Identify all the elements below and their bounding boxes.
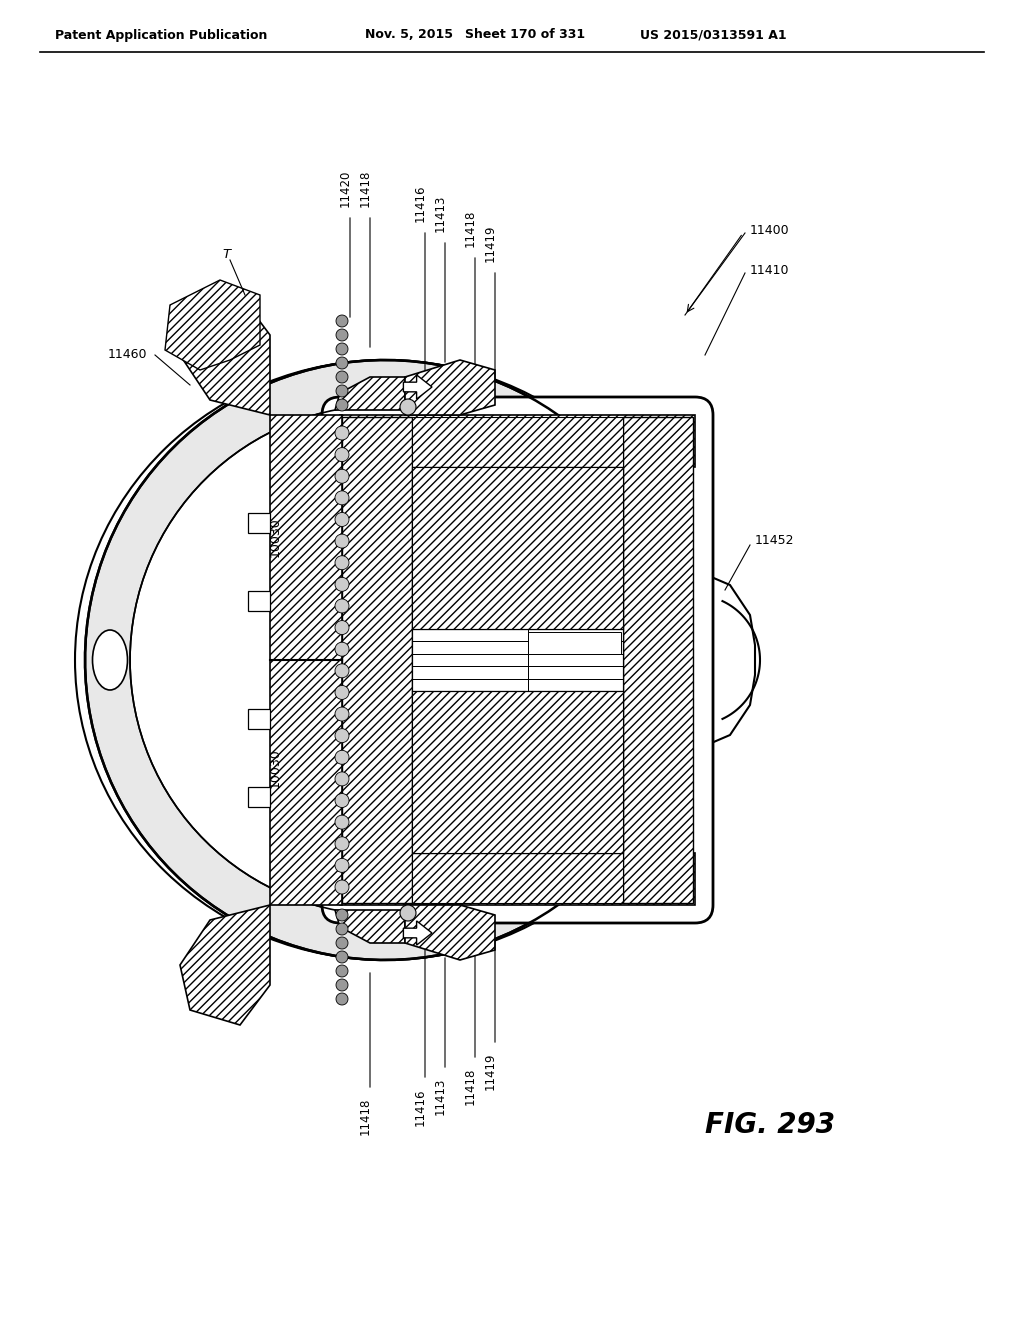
Bar — [270, 660, 342, 906]
Bar — [412, 467, 623, 853]
Circle shape — [335, 685, 349, 700]
Circle shape — [336, 909, 348, 921]
Circle shape — [335, 643, 349, 656]
Polygon shape — [180, 294, 270, 414]
Bar — [623, 417, 693, 903]
Text: 11418: 11418 — [464, 210, 476, 247]
FancyBboxPatch shape — [322, 397, 713, 923]
Text: 11413: 11413 — [433, 1078, 446, 1115]
Text: 11452: 11452 — [755, 533, 795, 546]
Bar — [270, 414, 342, 660]
Circle shape — [336, 371, 348, 383]
Text: Sheet 170 of 331: Sheet 170 of 331 — [465, 29, 585, 41]
Polygon shape — [248, 591, 270, 611]
Text: 11416: 11416 — [414, 1088, 427, 1126]
Polygon shape — [695, 570, 755, 750]
Polygon shape — [248, 512, 270, 533]
Circle shape — [335, 447, 349, 462]
Circle shape — [335, 880, 349, 894]
Text: Nov. 5, 2015: Nov. 5, 2015 — [365, 29, 453, 41]
Circle shape — [336, 937, 348, 949]
Circle shape — [336, 923, 348, 935]
Circle shape — [335, 620, 349, 635]
Circle shape — [336, 385, 348, 397]
Text: 11420: 11420 — [339, 170, 351, 207]
Polygon shape — [695, 579, 745, 741]
Bar — [412, 690, 623, 853]
Polygon shape — [85, 360, 614, 960]
Polygon shape — [335, 378, 406, 411]
Text: 11416: 11416 — [414, 185, 427, 222]
Polygon shape — [248, 787, 270, 808]
Circle shape — [336, 965, 348, 977]
Circle shape — [335, 837, 349, 851]
Text: T: T — [222, 248, 230, 261]
Ellipse shape — [75, 360, 695, 960]
Circle shape — [335, 750, 349, 764]
Circle shape — [336, 399, 348, 411]
Circle shape — [336, 343, 348, 355]
Bar — [412, 467, 623, 853]
Polygon shape — [165, 280, 260, 370]
Circle shape — [400, 399, 416, 414]
Text: FIG. 293: FIG. 293 — [705, 1111, 835, 1139]
Polygon shape — [406, 360, 495, 414]
Circle shape — [335, 577, 349, 591]
Bar — [412, 630, 623, 690]
Polygon shape — [406, 906, 495, 960]
Circle shape — [335, 858, 349, 873]
Circle shape — [336, 315, 348, 327]
Text: 11400: 11400 — [750, 223, 790, 236]
Text: 10030: 10030 — [268, 517, 282, 557]
Circle shape — [335, 729, 349, 743]
Polygon shape — [248, 709, 270, 729]
Circle shape — [335, 793, 349, 808]
Circle shape — [335, 556, 349, 570]
Circle shape — [335, 512, 349, 527]
Circle shape — [335, 469, 349, 483]
Circle shape — [336, 329, 348, 341]
Bar — [528, 632, 621, 655]
Polygon shape — [403, 921, 432, 945]
Circle shape — [335, 664, 349, 677]
Bar — [412, 417, 623, 467]
Circle shape — [336, 993, 348, 1005]
Circle shape — [335, 535, 349, 548]
Text: US 2015/0313591 A1: US 2015/0313591 A1 — [640, 29, 786, 41]
Text: 10030: 10030 — [268, 748, 282, 788]
Text: 11413: 11413 — [433, 194, 446, 232]
Circle shape — [335, 708, 349, 721]
Text: 11460: 11460 — [108, 348, 147, 362]
Bar — [340, 414, 695, 467]
Circle shape — [335, 816, 349, 829]
Polygon shape — [403, 375, 432, 399]
Circle shape — [335, 426, 349, 440]
Circle shape — [336, 356, 348, 370]
Text: 11418: 11418 — [358, 1098, 372, 1135]
Text: 11419: 11419 — [483, 224, 497, 261]
Circle shape — [335, 772, 349, 785]
Text: Patent Application Publication: Patent Application Publication — [55, 29, 267, 41]
Text: 11410: 11410 — [750, 264, 790, 276]
Circle shape — [335, 491, 349, 504]
Text: 11418: 11418 — [464, 1068, 476, 1105]
Ellipse shape — [92, 630, 128, 690]
Circle shape — [335, 599, 349, 612]
Bar — [412, 853, 623, 903]
Bar — [340, 853, 695, 906]
Circle shape — [336, 950, 348, 964]
Polygon shape — [335, 909, 406, 942]
Polygon shape — [180, 906, 270, 1026]
Bar — [412, 467, 623, 630]
Bar — [412, 630, 623, 690]
Circle shape — [336, 979, 348, 991]
Text: 11419: 11419 — [483, 1053, 497, 1090]
Bar — [412, 467, 623, 630]
Bar — [342, 417, 412, 903]
Circle shape — [400, 906, 416, 921]
Text: 11418: 11418 — [358, 170, 372, 207]
Bar — [412, 690, 623, 853]
